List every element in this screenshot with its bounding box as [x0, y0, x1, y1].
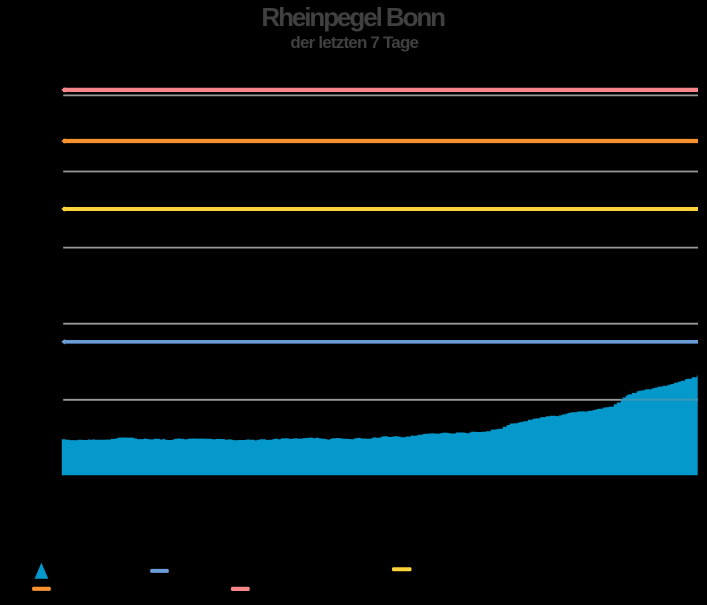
svg-text:Rheinpegel Bonn: Rheinpegel Bonn — [261, 2, 445, 32]
svg-text:der letzten 7 Tage: der letzten 7 Tage — [290, 33, 418, 52]
